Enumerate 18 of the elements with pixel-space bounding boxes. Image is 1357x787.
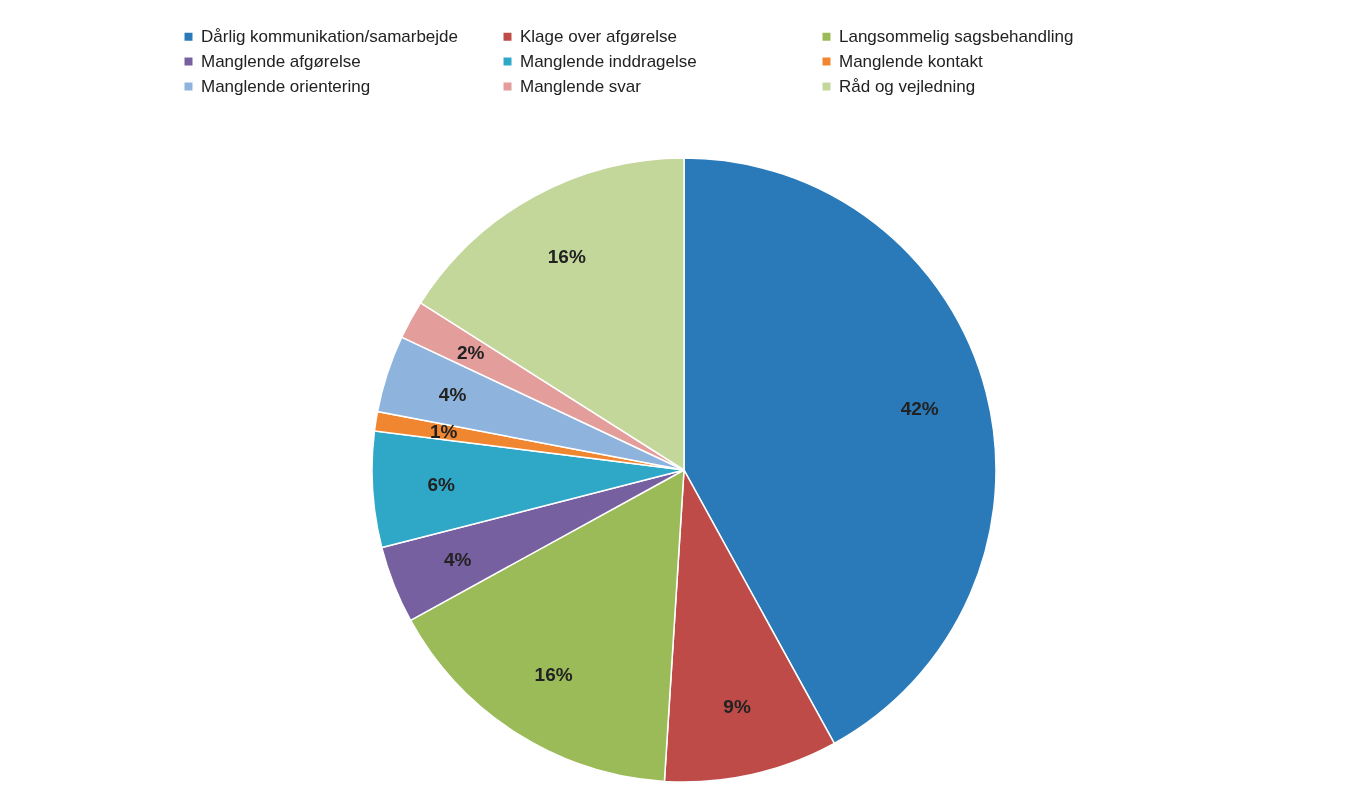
data-label: 2% xyxy=(457,341,485,363)
legend-label: Manglende afgørelse xyxy=(201,51,361,71)
legend-label: Manglende orientering xyxy=(201,76,371,96)
data-label: 6% xyxy=(427,474,455,496)
data-label: 16% xyxy=(534,664,573,686)
legend-label: Manglende kontakt xyxy=(839,51,983,71)
data-label: 42% xyxy=(900,398,939,420)
legend-label: Manglende inddragelse xyxy=(520,51,697,71)
legend-label: Råd og vejledning xyxy=(839,76,976,96)
legend-label: Dårlig kommunikation/samarbejde xyxy=(201,26,459,46)
legend-label: Manglende svar xyxy=(520,76,642,96)
data-label: 9% xyxy=(723,696,751,718)
legend-label: Langsommelig sagsbehandling xyxy=(839,26,1074,46)
data-label: 4% xyxy=(438,383,467,405)
data-label: 4% xyxy=(444,548,472,570)
legend-label: Klage over afgørelse xyxy=(520,26,677,46)
data-label: 1% xyxy=(429,420,458,442)
data-label: 16% xyxy=(547,245,586,267)
